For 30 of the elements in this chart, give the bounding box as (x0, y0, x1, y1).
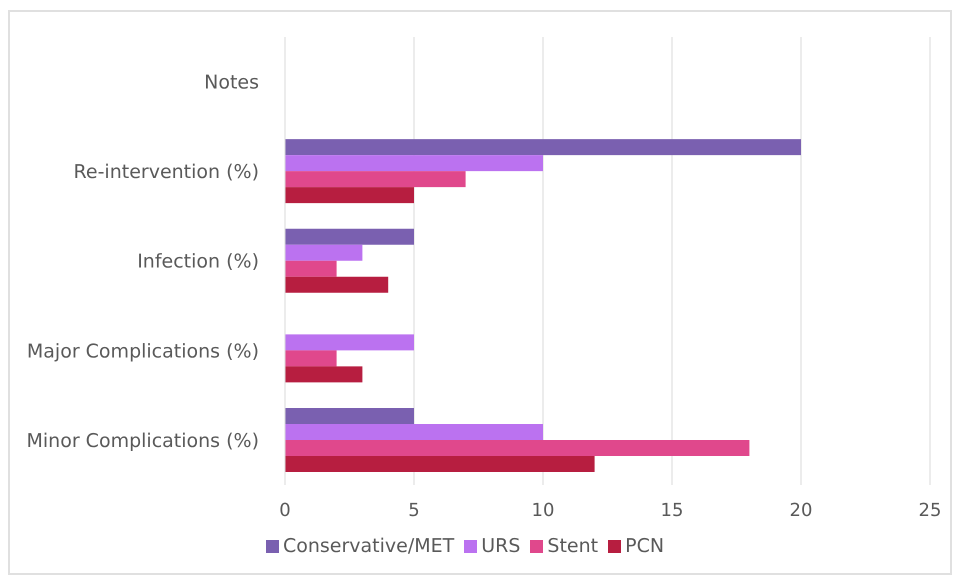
bar (285, 408, 414, 424)
x-tick-label: 0 (279, 500, 291, 521)
y-tick-label: Minor Complications (%) (26, 430, 259, 452)
y-tick-label: Notes (204, 72, 259, 94)
bar (285, 366, 362, 382)
legend-label: Stent (547, 535, 598, 557)
bar (285, 139, 801, 156)
bar (285, 187, 414, 204)
bar (285, 260, 337, 277)
x-tick-label: 25 (918, 500, 942, 521)
bar (285, 228, 414, 245)
y-tick-label: Major Complications (%) (26, 340, 259, 362)
x-tick-label: 20 (790, 500, 812, 521)
legend-label: PCN (625, 535, 664, 557)
bar (285, 244, 362, 261)
y-tick-label: Re-intervention (%) (74, 161, 259, 184)
bar (285, 276, 388, 293)
x-tick-label: 5 (408, 500, 420, 521)
x-tick-label: 15 (660, 500, 684, 521)
bar (285, 334, 414, 350)
bar (285, 171, 466, 188)
bar (285, 440, 750, 456)
x-tick-label: 10 (532, 500, 554, 521)
y-tick-label: Infection (%) (137, 250, 259, 273)
bar (285, 155, 543, 172)
legend-label: Conservative/MET (282, 535, 454, 557)
legend-label: URS (481, 535, 520, 557)
bar (285, 350, 337, 366)
bar (285, 424, 543, 440)
bar (285, 456, 595, 472)
